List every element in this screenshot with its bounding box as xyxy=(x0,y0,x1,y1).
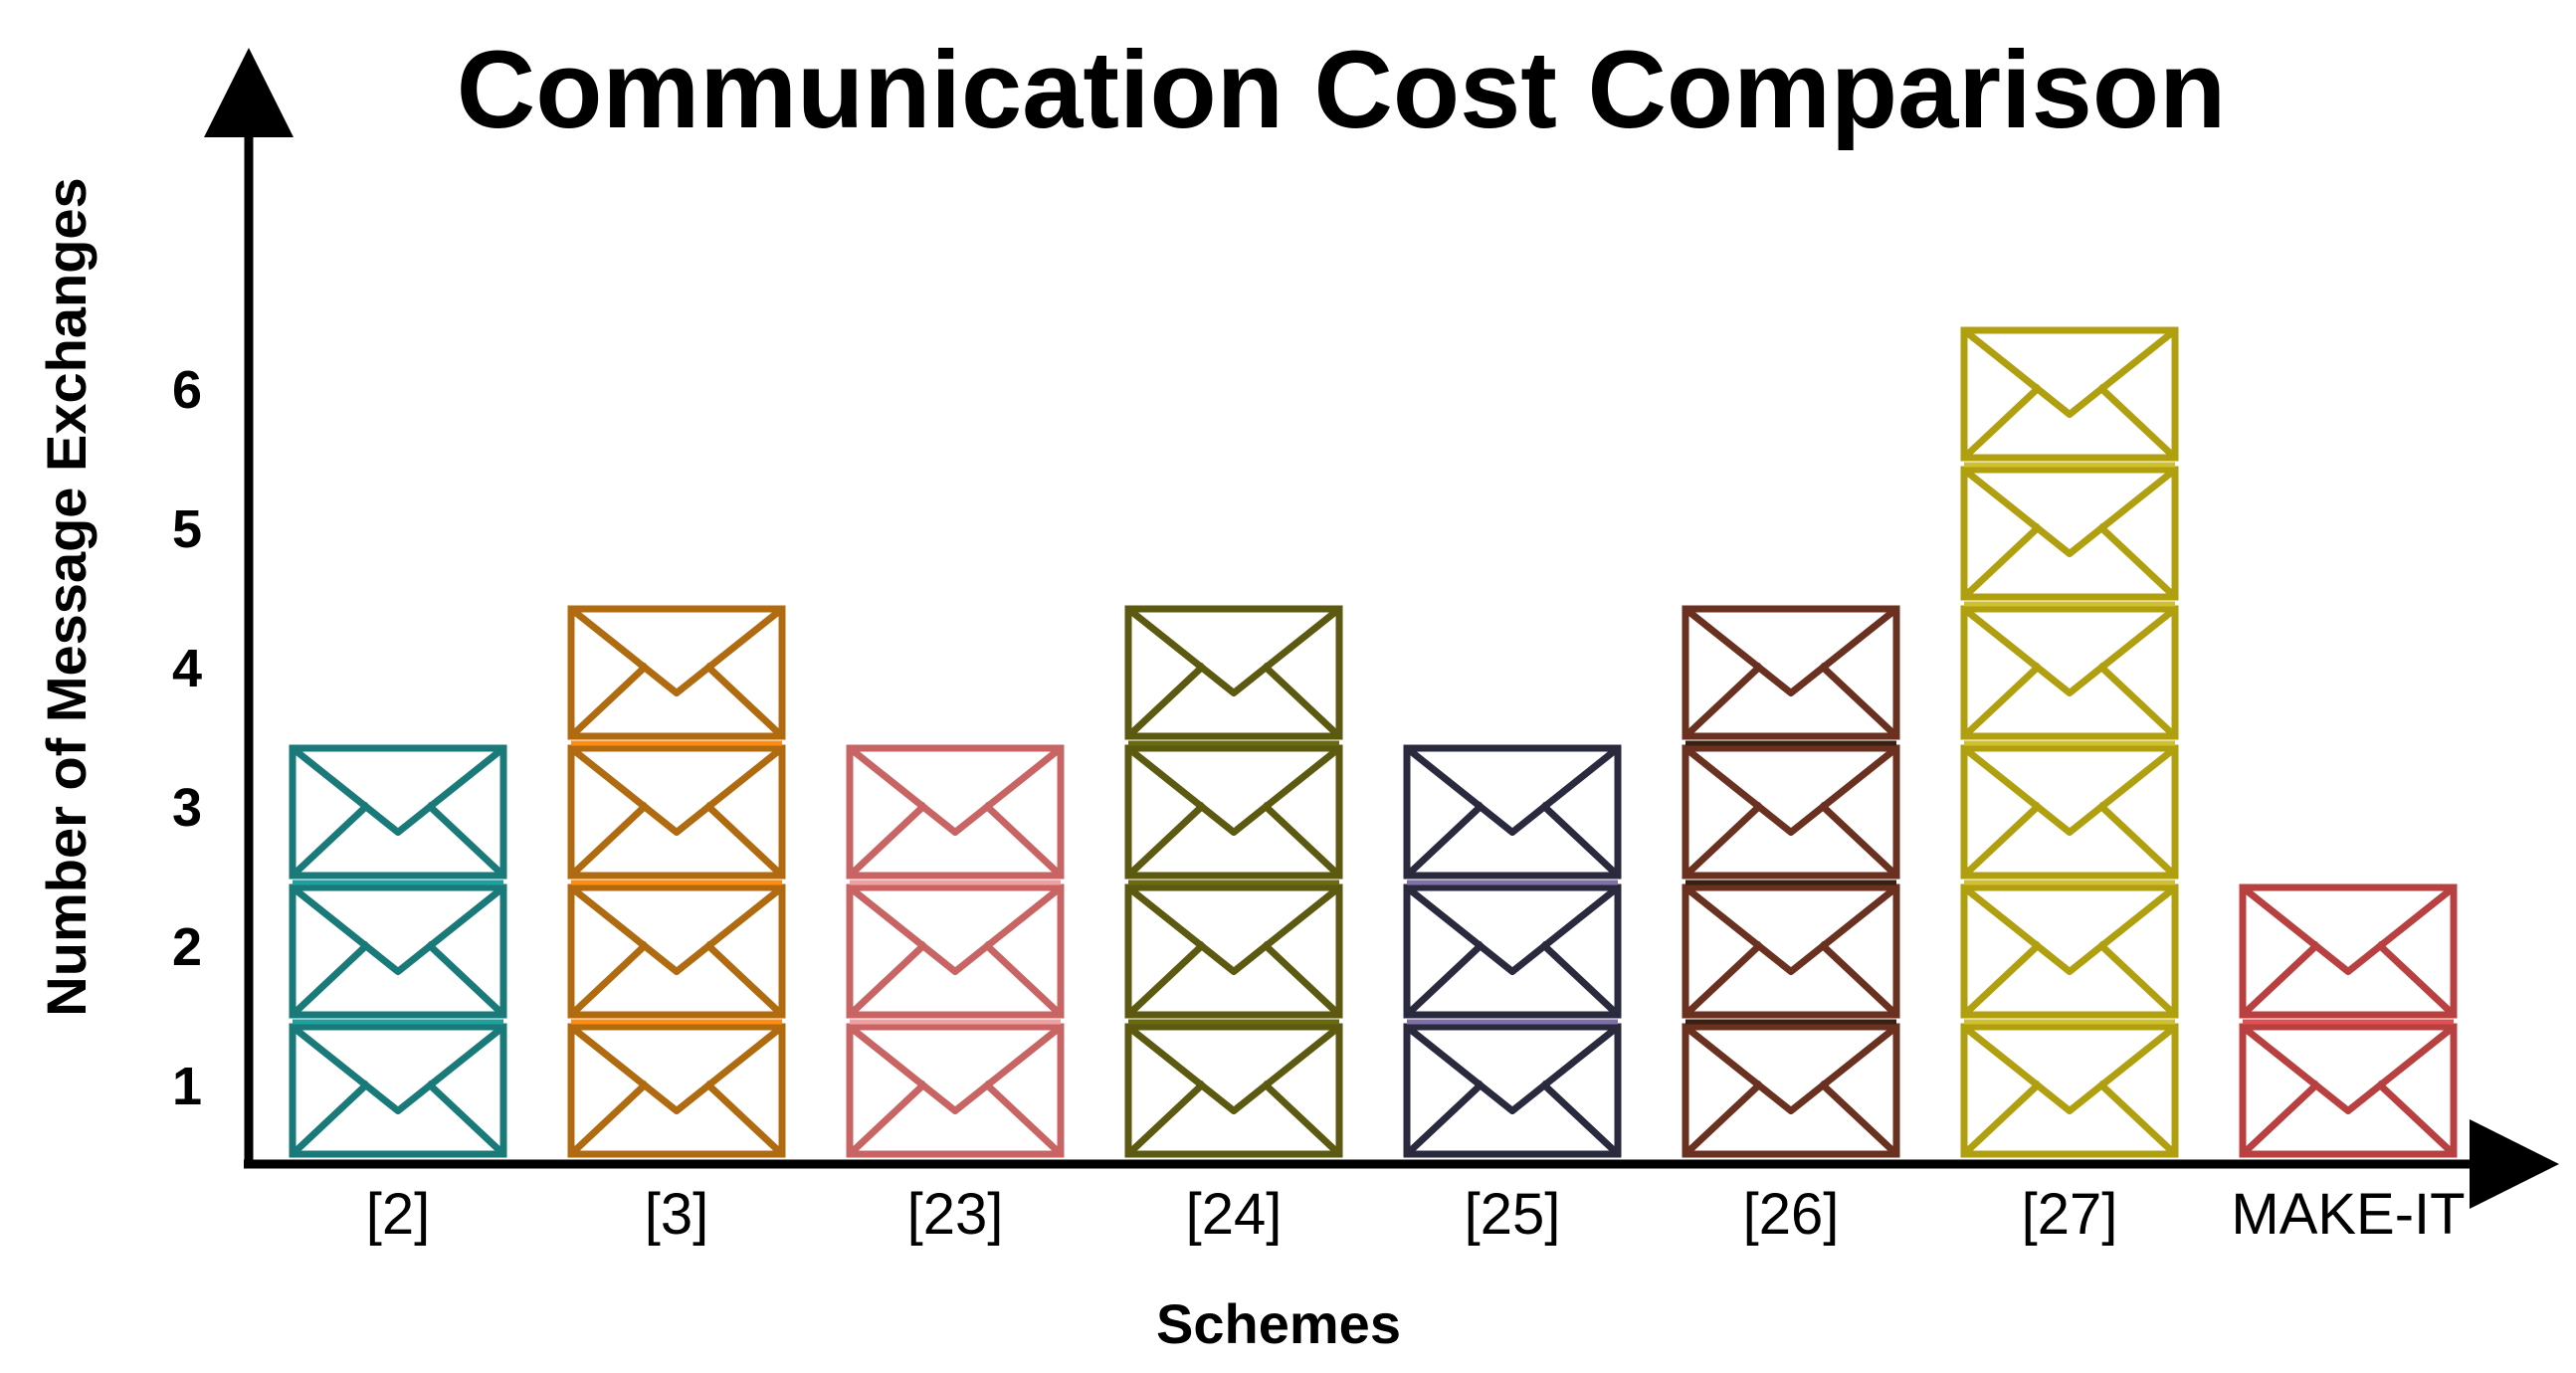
bar-stack xyxy=(1403,744,1622,1158)
category-labels: [2] [3] [23] [24] [25] [26] [27] MAKE-IT xyxy=(366,1182,2466,1247)
category-label: [24] xyxy=(1186,1182,1283,1247)
x-axis-label: Schemes xyxy=(1156,1292,1401,1355)
category-label: [27] xyxy=(2022,1182,2118,1247)
envelope-icon xyxy=(1682,605,1900,746)
envelope-icon xyxy=(1960,605,2179,746)
envelope-icon xyxy=(289,883,507,1025)
envelope-icon xyxy=(2239,1023,2458,1158)
envelope-icon xyxy=(1124,605,1343,746)
y-tick-label: 2 xyxy=(172,917,202,977)
envelope-icon xyxy=(567,605,786,746)
envelope-icon xyxy=(1960,326,2179,468)
envelope-icon xyxy=(1960,744,2179,885)
envelope-icon xyxy=(2239,883,2458,1025)
envelope-icon xyxy=(846,883,1065,1025)
envelope-icon xyxy=(846,1023,1065,1158)
envelope-icon xyxy=(1403,1023,1622,1158)
envelope-icon xyxy=(567,744,786,885)
bar-stacks xyxy=(289,326,2458,1158)
category-label: [25] xyxy=(1465,1182,1561,1247)
category-label: [3] xyxy=(645,1182,709,1247)
envelope-icon xyxy=(1124,883,1343,1025)
envelope-icon xyxy=(1682,744,1900,885)
envelope-icon xyxy=(567,883,786,1025)
envelope-icon xyxy=(567,1023,786,1158)
y-tick-labels: 1 2 3 4 5 6 xyxy=(172,360,202,1116)
envelope-icon xyxy=(846,744,1065,885)
chart-title: Communication Cost Comparison xyxy=(457,29,2226,151)
envelope-icon xyxy=(1960,1023,2179,1158)
y-tick-label: 5 xyxy=(172,499,202,559)
bar-stack xyxy=(289,744,507,1158)
envelope-icon xyxy=(1960,883,2179,1025)
envelope-icon xyxy=(1960,466,2179,607)
bar-stack xyxy=(1960,326,2179,1158)
y-tick-label: 4 xyxy=(172,639,202,698)
category-label: [26] xyxy=(1743,1182,1840,1247)
y-axis-label: Number of Message Exchanges xyxy=(35,177,98,1016)
envelope-icon xyxy=(289,744,507,885)
envelope-icon xyxy=(1682,1023,1900,1158)
y-tick-label: 6 xyxy=(172,360,202,420)
category-label: MAKE-IT xyxy=(2231,1182,2465,1247)
envelope-icon xyxy=(1403,744,1622,885)
category-label: [2] xyxy=(366,1182,431,1247)
bar-stack xyxy=(567,605,786,1158)
envelope-icon xyxy=(1124,1023,1343,1158)
bar-stack xyxy=(2239,883,2458,1158)
envelope-icon xyxy=(289,1023,507,1158)
bar-stack xyxy=(846,744,1065,1158)
bar-stack xyxy=(1682,605,1900,1158)
y-tick-label: 3 xyxy=(172,778,202,838)
envelope-icon xyxy=(1682,883,1900,1025)
category-label: [23] xyxy=(907,1182,1004,1247)
envelope-icon xyxy=(1124,744,1343,885)
y-tick-label: 1 xyxy=(172,1057,202,1116)
envelope-icon xyxy=(1403,883,1622,1025)
bar-stack xyxy=(1124,605,1343,1158)
